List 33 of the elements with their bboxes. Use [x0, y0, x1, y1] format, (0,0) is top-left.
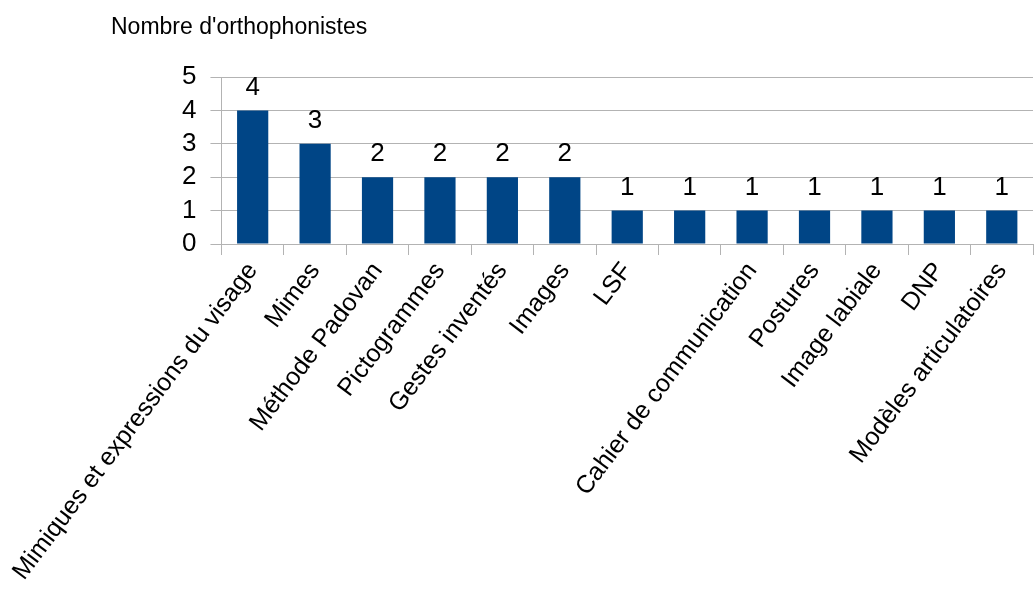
- data-label: 1: [620, 170, 635, 201]
- data-label: 2: [495, 137, 510, 168]
- y-tick-label: 0: [181, 227, 197, 258]
- data-label: 1: [807, 170, 822, 201]
- bar: [299, 143, 331, 244]
- y-tick-label: 3: [181, 126, 197, 157]
- bar: [736, 210, 768, 244]
- bar: [674, 210, 706, 244]
- data-label: 2: [432, 137, 448, 168]
- y-tick-label: 4: [181, 93, 197, 124]
- bar: [424, 177, 456, 244]
- y-tick-label: 5: [181, 60, 197, 91]
- bar: [549, 177, 581, 244]
- data-label: 1: [994, 170, 1010, 201]
- y-tick-label: 2: [181, 160, 197, 191]
- y-tick-label: 1: [181, 193, 197, 224]
- data-label: 2: [557, 137, 573, 168]
- data-label: 1: [744, 170, 760, 201]
- bar: [986, 210, 1018, 244]
- y-axis-title: Nombre d'orthophonistes: [111, 13, 368, 40]
- bar: [861, 210, 893, 244]
- data-label: 2: [370, 137, 385, 168]
- data-label: 1: [682, 170, 697, 201]
- bar: [237, 110, 269, 244]
- data-label: 1: [932, 170, 947, 201]
- bar: [798, 210, 831, 244]
- bar: [923, 210, 955, 244]
- bar: [361, 177, 394, 244]
- data-label: 1: [869, 170, 885, 201]
- data-label: 4: [245, 70, 260, 101]
- data-label: 3: [307, 103, 323, 134]
- bar: [486, 177, 518, 244]
- bar: [611, 210, 643, 244]
